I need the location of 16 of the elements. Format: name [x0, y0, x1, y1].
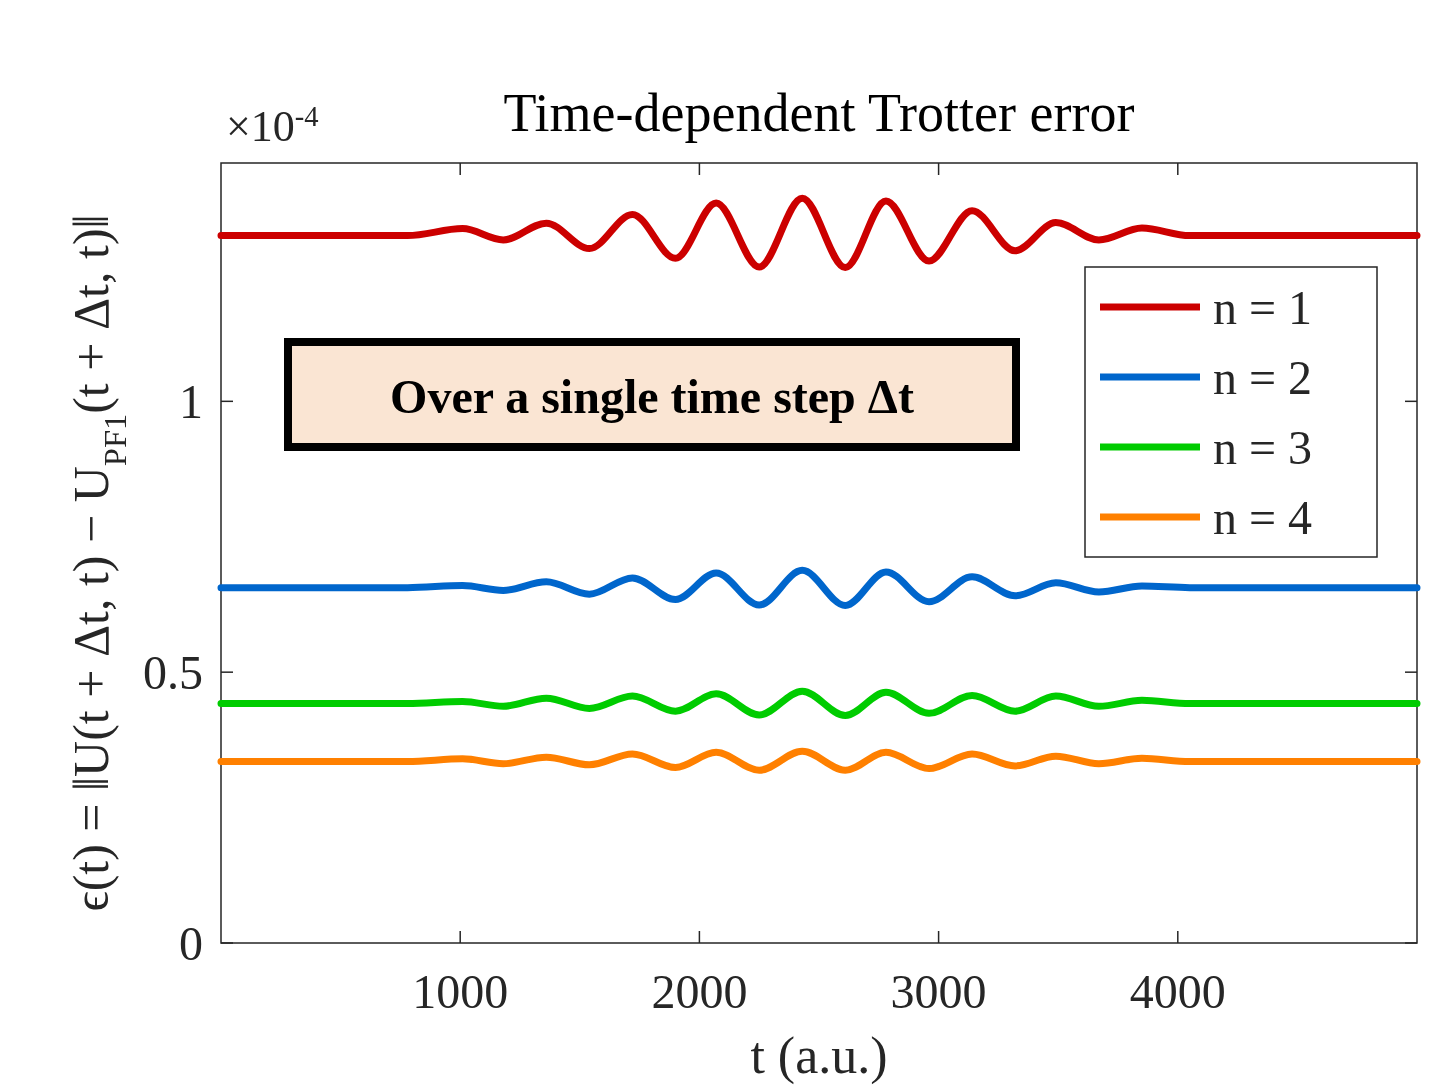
y-tick-label: 0	[179, 916, 203, 970]
x-tick-label: 4000	[1129, 965, 1226, 1018]
legend-label: n = 2	[1213, 350, 1313, 404]
y-tick-label: 0.5	[143, 645, 203, 699]
legend-label: n = 1	[1213, 280, 1313, 334]
text: ×10$^{-4}$	[226, 100, 319, 151]
x-tick-label: 1000	[412, 965, 509, 1018]
legend-label: n = 4	[1213, 490, 1313, 544]
x-tick-label: 3000	[890, 965, 987, 1018]
text-box: Over a single time step Δt	[284, 338, 1020, 451]
legend-label: n = 3	[1213, 420, 1313, 474]
x-tick-label: 2000	[651, 965, 748, 1018]
chart-title: Time-dependent Trotter error	[503, 83, 1135, 143]
x-axis-title: t (a.u.)	[750, 1027, 888, 1085]
y-tick-label: 1	[179, 375, 203, 429]
annotation: Over a single time step Δt	[390, 369, 914, 423]
